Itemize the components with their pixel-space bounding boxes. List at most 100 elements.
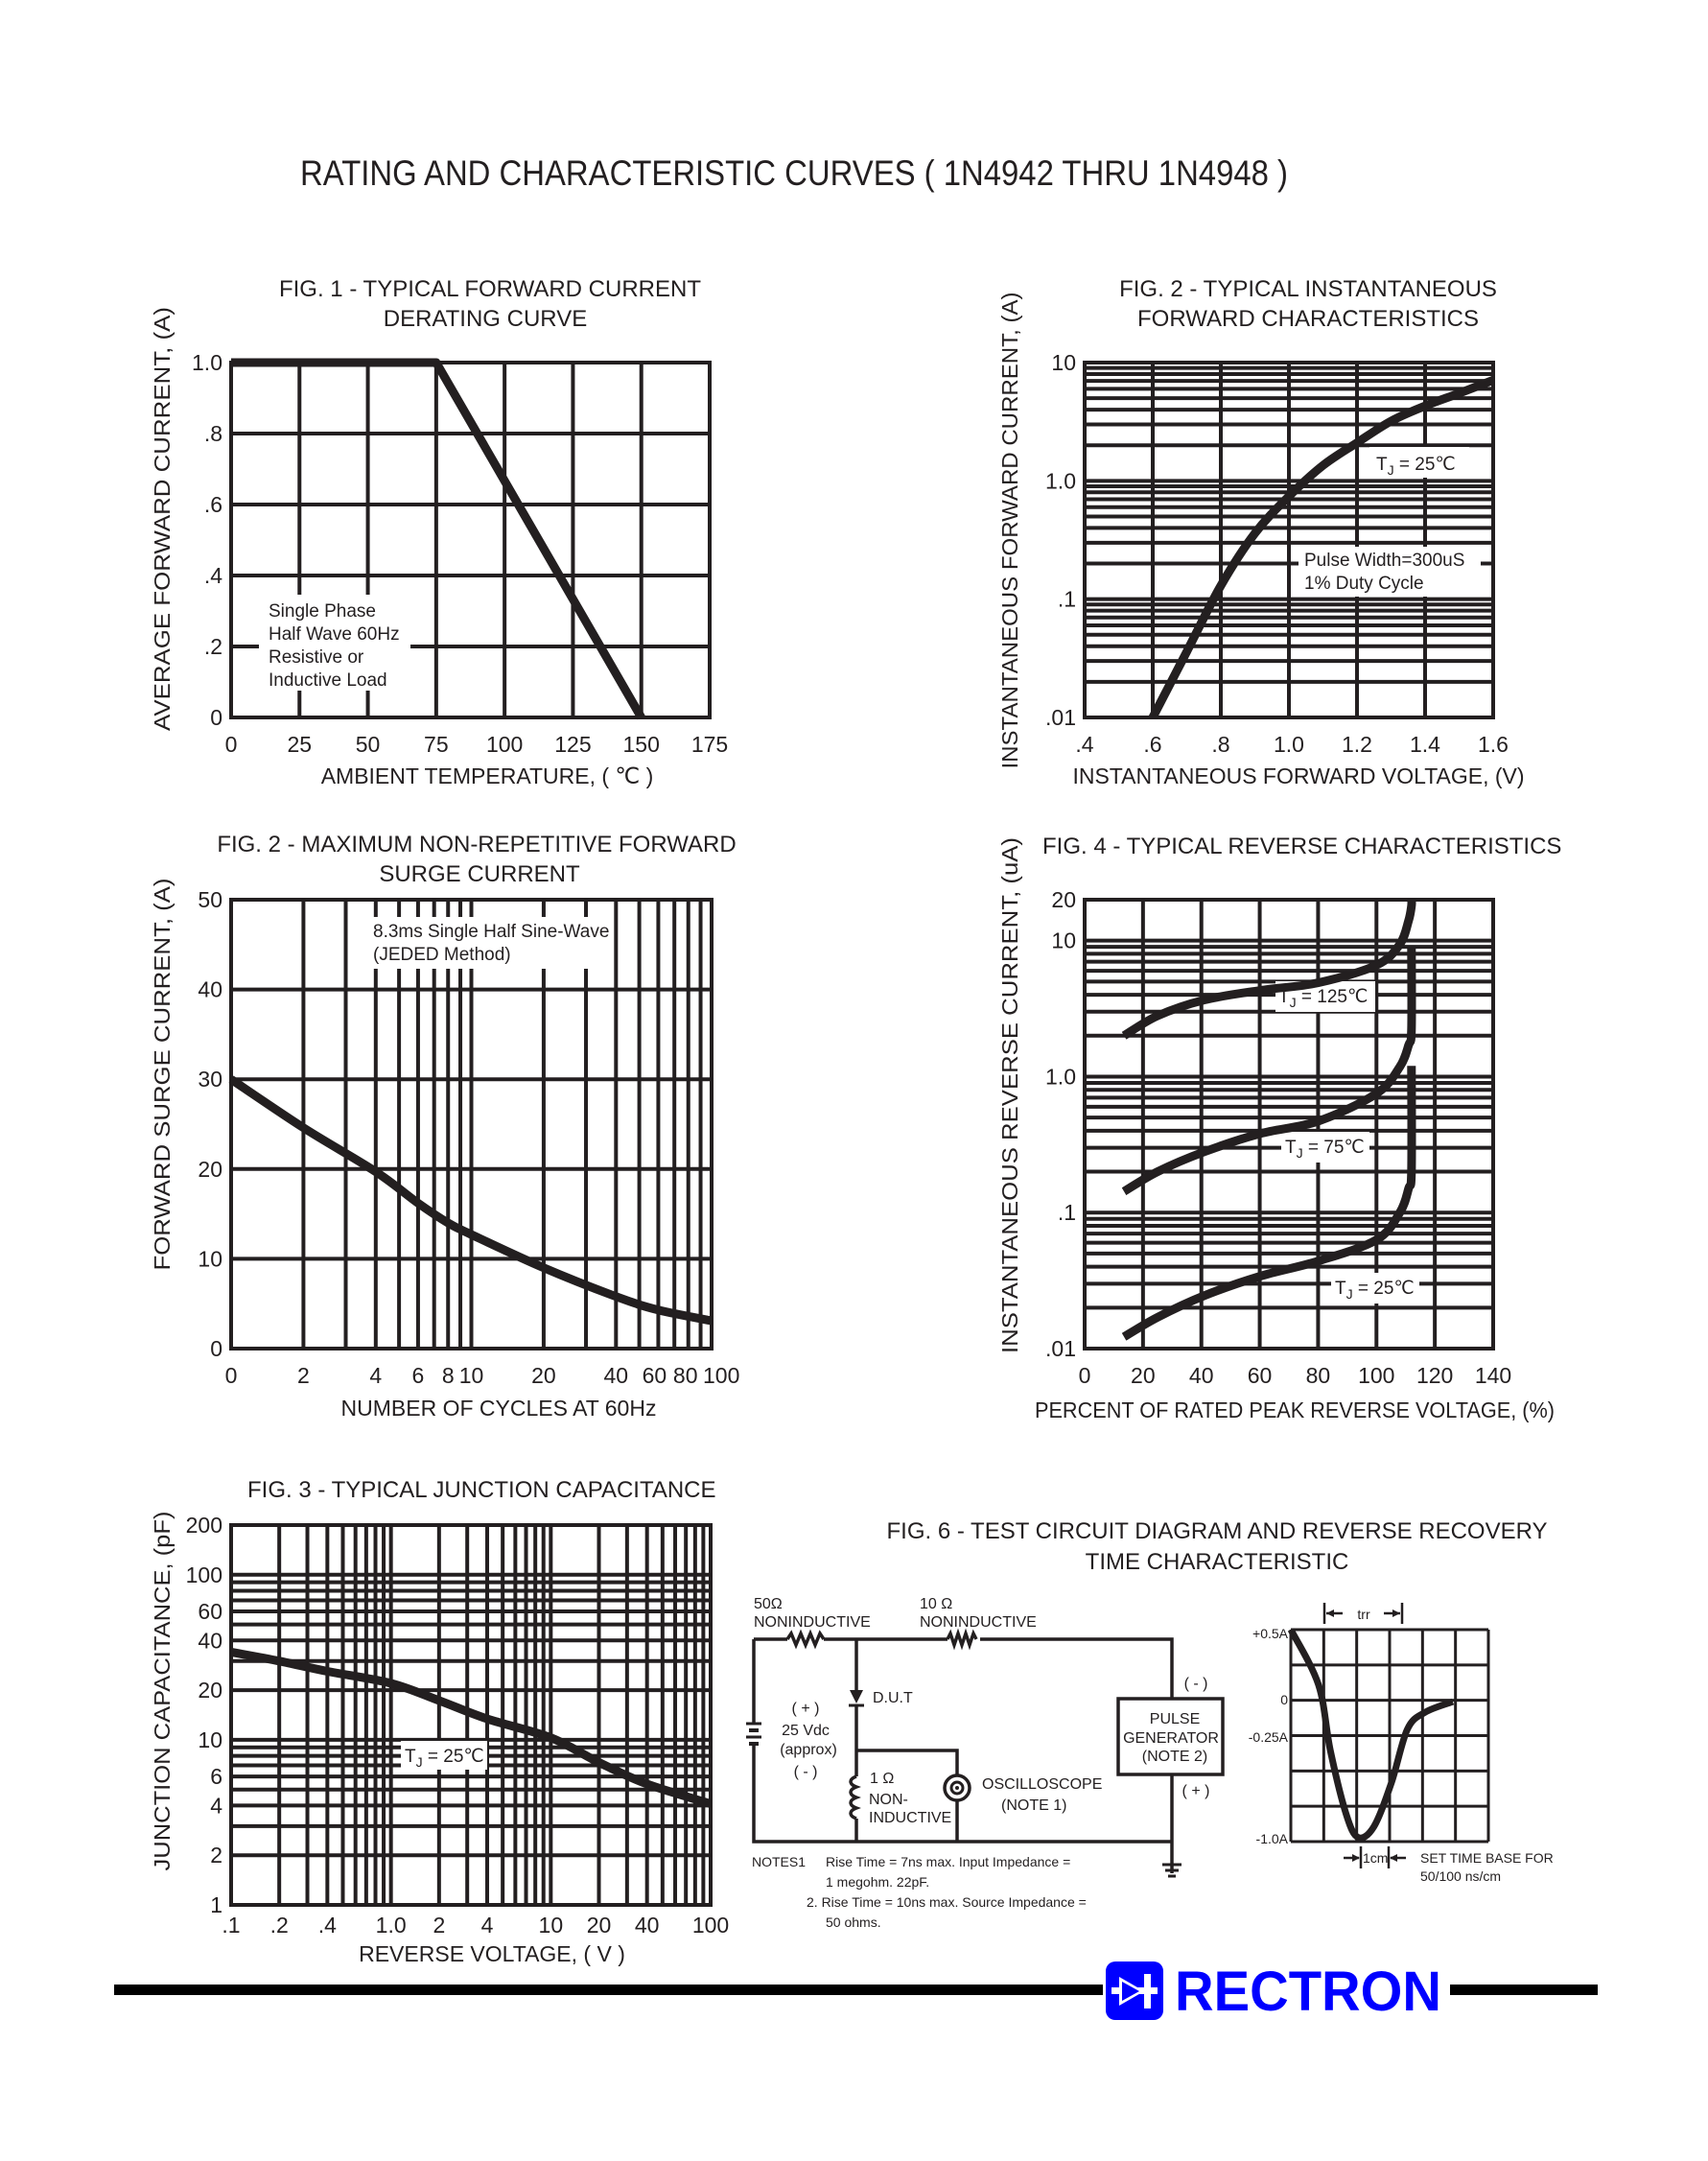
fig2s-y-tick-label: 30 (198, 1067, 222, 1092)
scope-label-minus-1-0a: -1.0A (1256, 1831, 1289, 1846)
trr-marker (1322, 1603, 1404, 1624)
fig2s-y-tick-label: 10 (198, 1246, 222, 1271)
fig2s-y-tick-label: 0 (210, 1336, 222, 1361)
fig2f-tj-label: TJ = 25℃ (1376, 455, 1456, 478)
fig4-plot-frame (1083, 898, 1495, 1351)
fig4-x-tick-label: 80 (1306, 1363, 1331, 1388)
fig3-x-tick-label: 100 (692, 1913, 729, 1938)
fig3-x-tick-label: 1.0 (376, 1913, 407, 1938)
fig3-y-tick-label: 4 (210, 1793, 222, 1818)
fig2s-y-tick-label: 20 (198, 1157, 222, 1182)
fig3-chart: FIG. 3 - TYPICAL JUNCTION CAPACITANCE TJ… (150, 1477, 729, 1966)
fig2s-annotation-line1: 8.3ms Single Half Sine-Wave (373, 922, 609, 942)
trr-label: trr (1357, 1607, 1370, 1622)
fig2f-y-tick-label: 1.0 (1045, 468, 1076, 493)
fig2f-y-tick-label: .1 (1058, 587, 1076, 612)
fig2f-x-tick-label: 1.2 (1342, 732, 1372, 757)
fig2f-y-axis-label: INSTANTANEOUS FORWARD CURRENT, (A) (997, 293, 1022, 769)
fig4-x-tick-label: 60 (1248, 1363, 1273, 1388)
dut-label: D.U.T (873, 1690, 913, 1706)
fig1-y-axis-label: AVERAGE FORWARD CURRENT, (A) (150, 307, 175, 731)
r2-value: 10 Ω (920, 1596, 952, 1612)
generator-minus: ( - ) (1184, 1676, 1208, 1692)
fig2s-title-line2: SURGE CURRENT (379, 861, 580, 887)
fig1-x-tick-label: 0 (225, 732, 238, 757)
fig2f-y-tick-label: .01 (1045, 705, 1076, 730)
fig4-label-25c: TJ = 25℃ (1335, 1279, 1415, 1302)
fig1-title-line2: DERATING CURVE (384, 306, 587, 332)
fig2f-plot-frame (1083, 361, 1495, 719)
fig3-y-tick-label: 40 (198, 1628, 222, 1653)
r1-type: NONINDUCTIVE (754, 1614, 871, 1631)
fig1-x-tick-label: 125 (554, 732, 591, 757)
note2-line2: 50 ohms. (826, 1914, 881, 1930)
fig1-x-axis-label: AMBIENT TEMPERATURE, ( ℃ ) (321, 763, 654, 788)
fig4-label-75c: TJ = 75℃ (1285, 1138, 1365, 1161)
fig3-y-tick-label: 100 (186, 1562, 222, 1587)
diode-dut-icon (849, 1690, 864, 1707)
fig2f-pulse-annotation-1: Pulse Width=300uS (1304, 551, 1464, 571)
fig3-series-0-line (230, 1648, 713, 1808)
fig3-x-tick-label: 2 (433, 1913, 445, 1938)
fig2f-x-tick-label: 1.4 (1410, 732, 1440, 757)
fig2s-x-tick-label: 60 (643, 1363, 667, 1388)
fig4-x-tick-label: 140 (1475, 1363, 1511, 1388)
fig4-y-tick-label: 1.0 (1045, 1064, 1076, 1089)
generator-plus: ( + ) (1182, 1783, 1210, 1799)
fig1-series-0-line (231, 358, 645, 720)
fig1-y-tick-label: 0 (210, 705, 222, 730)
generator-label-3: (NOTE 2) (1142, 1749, 1207, 1765)
fig3-plot-frame (229, 1523, 713, 1907)
fig2s-series-0-line (228, 1075, 713, 1326)
fig3-y-tick-label: 20 (198, 1678, 222, 1703)
fig4-x-tick-label: 20 (1131, 1363, 1156, 1388)
fig2s-y-tick-label: 40 (198, 977, 222, 1002)
oscilloscope-label: OSCILLOSCOPE (982, 1776, 1102, 1793)
fig1-x-tick-label: 100 (486, 732, 523, 757)
fig2s-y-axis-label: FORWARD SURGE CURRENT, (A) (150, 879, 175, 1271)
circuit-wires (752, 1637, 1174, 1873)
fig2s-plot-frame (229, 898, 714, 1351)
generator-label-2: GENERATOR (1123, 1730, 1219, 1747)
1cm-marker (1344, 1846, 1406, 1868)
scope-label-0: 0 (1280, 1692, 1288, 1707)
oscilloscope-note: (NOTE 1) (1001, 1797, 1066, 1814)
fig2s-x-tick-label: 8 (442, 1363, 455, 1388)
1cm-label: 1cm (1363, 1850, 1388, 1866)
supply-approx: (approx) (780, 1742, 837, 1758)
footer-rule-right (1450, 1985, 1598, 1995)
fig4-chart: FIG. 4 - TYPICAL REVERSE CHARACTERISTICS… (997, 834, 1561, 1422)
fig2f-title-line1: FIG. 2 - TYPICAL INSTANTANEOUS (1119, 276, 1497, 302)
fig4-y-tick-label: 10 (1051, 928, 1076, 953)
fig3-x-tick-label: .1 (222, 1913, 240, 1938)
fig3-title: FIG. 3 - TYPICAL JUNCTION CAPACITANCE (247, 1477, 716, 1503)
fig1-y-tick-label: .4 (204, 563, 222, 588)
fig4-series-0-line (1121, 899, 1416, 1040)
fig1-x-tick-label: 150 (623, 732, 660, 757)
rectron-wordmark: RECTRON (1175, 1961, 1441, 2023)
fig1-annotation-line1: Single Phase (269, 601, 376, 622)
fig3-y-tick-label: 60 (198, 1599, 222, 1624)
fig3-y-tick-label: 200 (186, 1513, 222, 1538)
fig3-tj-label: TJ = 25℃ (405, 1747, 484, 1770)
supply-plus: ( + ) (792, 1701, 820, 1717)
fig4-x-axis-label: PERCENT OF RATED PEAK REVERSE VOLTAGE, (… (1035, 1398, 1555, 1422)
fig2s-x-tick-label: 6 (412, 1363, 425, 1388)
supply-voltage: 25 Vdc (782, 1723, 830, 1739)
fig2s-x-tick-label: 100 (703, 1363, 739, 1388)
fig2s-x-tick-label: 10 (459, 1363, 484, 1388)
timebase-line1: SET TIME BASE FOR (1420, 1850, 1554, 1866)
fig2f-title-line2: FORWARD CHARACTERISTICS (1137, 306, 1479, 332)
fig1-y-tick-label: .6 (204, 492, 222, 517)
fig2f-x-tick-label: 1.0 (1274, 732, 1304, 757)
note1-line2: 1 megohm. 22pF. (826, 1874, 929, 1890)
fig1-y-tick-label: 1.0 (192, 350, 222, 375)
fig3-y-tick-label: 1 (210, 1892, 222, 1917)
fig4-title: FIG. 4 - TYPICAL REVERSE CHARACTERISTICS (1042, 834, 1561, 859)
fig2f-x-axis-label: INSTANTANEOUS FORWARD VOLTAGE, (V) (1072, 763, 1524, 788)
fig1-x-tick-label: 75 (424, 732, 449, 757)
resistor-50-ohm-icon (785, 1629, 826, 1650)
fig2-forward-chart: FIG. 2 - TYPICAL INSTANTANEOUS FORWARD C… (997, 276, 1525, 788)
fig6-title-line1: FIG. 6 - TEST CIRCUIT DIAGRAM AND REVERS… (886, 1518, 1547, 1544)
